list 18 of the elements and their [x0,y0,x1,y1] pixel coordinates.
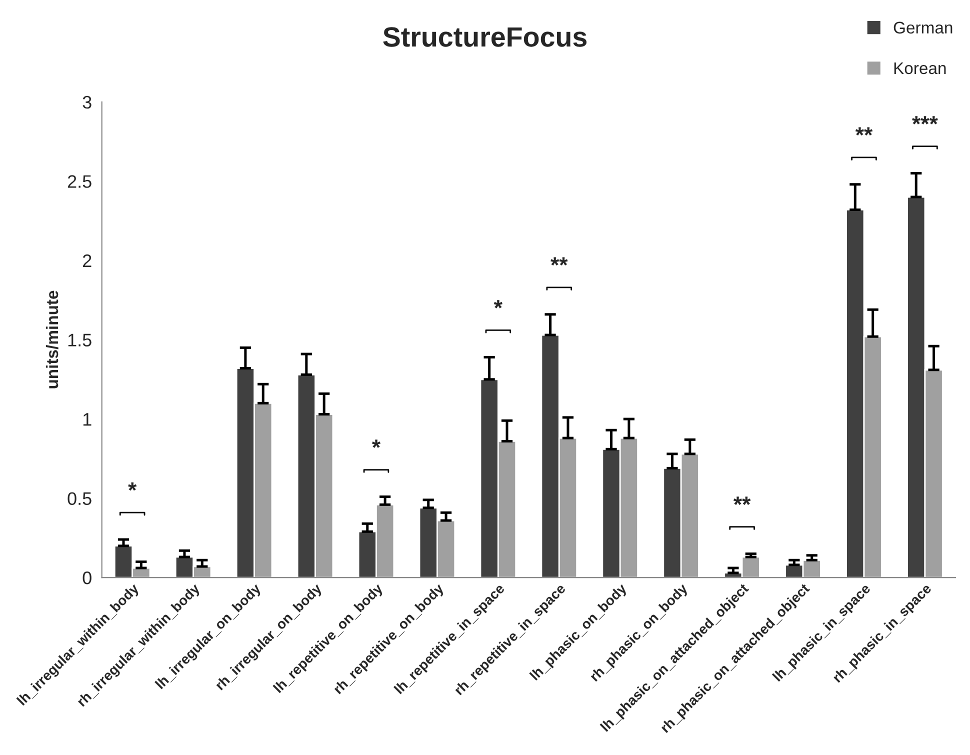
y-tick-label: 1.5 [68,334,92,346]
chart-title: StructureFocus [383,27,587,47]
y-tick-label: 1 [83,413,92,426]
y-tick-label: 2 [82,254,92,268]
legend-label: Korean [894,62,946,74]
y-tick-label: 3 [82,96,92,109]
y-tick-label: 2.5 [68,175,92,188]
y-tick-label: 0.5 [68,492,92,506]
annotation: ** [733,496,751,505]
y-tick-label: 0 [82,572,92,584]
legend-label: German [894,22,952,34]
annotation: ** [550,257,568,266]
annotation: ** [855,127,873,136]
annotation: * [372,440,381,448]
annotation: * [494,300,502,308]
y-axis-title: units/minute [46,290,58,388]
annotation: *** [912,116,938,124]
annotation: * [128,482,137,491]
